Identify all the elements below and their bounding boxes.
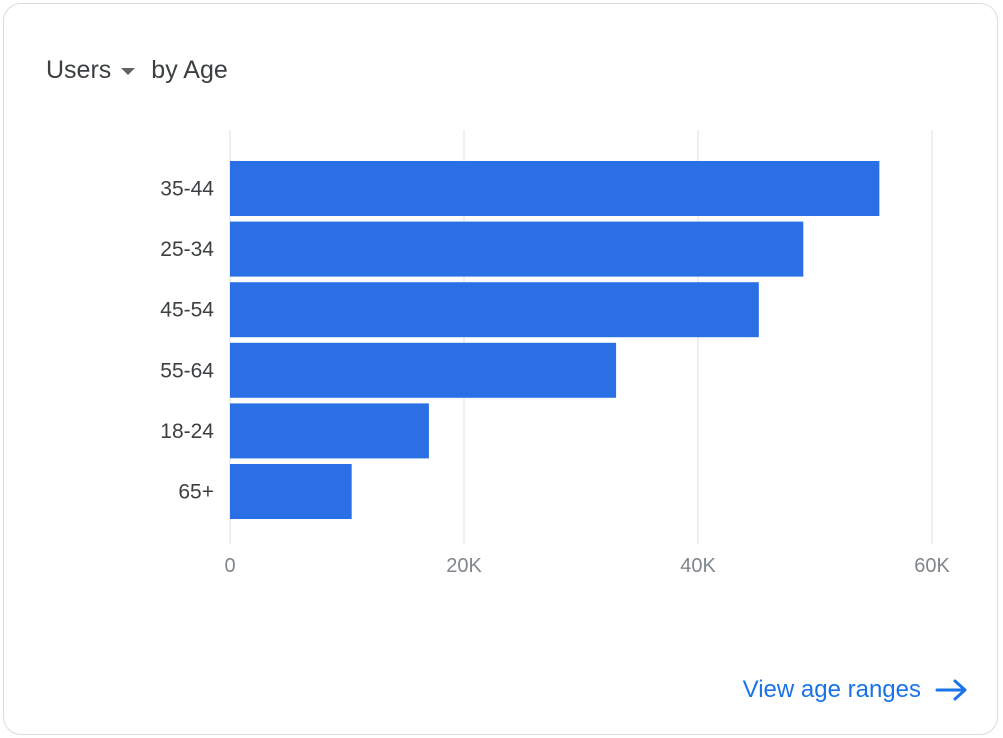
arrow-right-icon — [935, 679, 967, 701]
users-by-age-card: Users by Age 35-44 25-34 45-54 55-64 18-24 65… — [3, 3, 998, 735]
x-tick-label: 60K — [914, 555, 950, 577]
category-label: 65+ — [178, 481, 214, 504]
bar-25-34[interactable] — [230, 221, 804, 277]
category-label: 35-44 — [160, 178, 214, 201]
x-tick-label: 20K — [446, 555, 482, 577]
category-label: 18-24 — [160, 420, 214, 443]
x-tick-label: 40K — [680, 555, 716, 577]
category-label: 25-34 — [160, 238, 214, 261]
metric-dropdown[interactable]: Users — [46, 56, 151, 85]
metric-label: Users — [46, 55, 112, 84]
bar-35-44[interactable] — [230, 161, 880, 216]
category-labels: 35-44 25-34 45-54 55-64 18-24 65+ — [160, 178, 214, 504]
view-age-ranges-link[interactable]: View age ranges — [743, 676, 969, 704]
bar-18-24[interactable] — [230, 403, 429, 459]
bar-55-64[interactable] — [230, 342, 617, 398]
bar-45-54[interactable] — [230, 282, 759, 338]
x-tick-labels: 0 20K 40K 60K — [224, 555, 950, 577]
bars — [230, 161, 880, 519]
category-label: 45-54 — [160, 299, 214, 322]
category-label: 55-64 — [160, 359, 214, 382]
dimension-label: by Age — [151, 55, 228, 84]
view-age-ranges-label: View age ranges — [742, 676, 921, 703]
bar-65+[interactable] — [230, 464, 352, 519]
card-header: Users by Age — [46, 52, 228, 88]
x-tick-label: 0 — [224, 555, 235, 577]
caret-down-icon — [121, 67, 136, 75]
age-bar-chart: 35-44 25-34 45-54 55-64 18-24 65+ 0 20K 40K 60K — [160, 130, 950, 577]
